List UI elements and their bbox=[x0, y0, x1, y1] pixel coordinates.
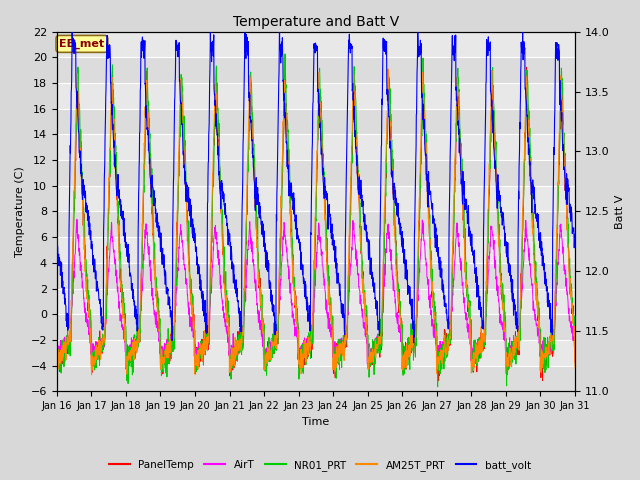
AirT bbox=[198, 346, 205, 351]
NR01_PRT bbox=[197, 346, 205, 351]
AirT bbox=[53, 354, 61, 360]
PanelTemp bbox=[53, 360, 61, 365]
batt_volt bbox=[526, 162, 534, 168]
PanelTemp bbox=[539, 378, 547, 384]
batt_volt bbox=[540, 261, 548, 266]
AirT bbox=[331, 344, 339, 349]
batt_volt bbox=[197, 286, 205, 291]
batt_volt bbox=[276, 21, 284, 27]
Bar bbox=[57, 134, 575, 160]
Line: AM25T_PRT: AM25T_PRT bbox=[57, 69, 575, 375]
AM25T_PRT bbox=[342, 331, 350, 336]
Bar bbox=[57, 288, 575, 314]
batt_volt bbox=[331, 251, 339, 257]
NR01_PRT bbox=[571, 327, 579, 333]
AM25T_PRT bbox=[467, 331, 474, 337]
NR01_PRT bbox=[53, 329, 61, 335]
Bar bbox=[57, 366, 575, 391]
PanelTemp bbox=[331, 346, 339, 351]
Bar bbox=[57, 32, 575, 57]
Line: PanelTemp: PanelTemp bbox=[57, 67, 575, 381]
AM25T_PRT bbox=[571, 365, 579, 371]
PanelTemp bbox=[571, 359, 579, 365]
Bar bbox=[57, 211, 575, 237]
Bar bbox=[57, 340, 575, 366]
AM25T_PRT bbox=[198, 352, 205, 358]
Title: Temperature and Batt V: Temperature and Batt V bbox=[233, 15, 399, 29]
Legend: PanelTemp, AirT, NR01_PRT, AM25T_PRT, batt_volt: PanelTemp, AirT, NR01_PRT, AM25T_PRT, ba… bbox=[105, 456, 535, 475]
AirT bbox=[571, 350, 579, 356]
Bar bbox=[57, 237, 575, 263]
NR01_PRT bbox=[434, 384, 442, 390]
NR01_PRT bbox=[342, 341, 350, 347]
Bar bbox=[57, 263, 575, 288]
NR01_PRT bbox=[540, 335, 548, 340]
batt_volt bbox=[467, 239, 474, 245]
AirT bbox=[467, 337, 474, 343]
NR01_PRT bbox=[281, 51, 289, 57]
NR01_PRT bbox=[526, 132, 534, 138]
Bar bbox=[57, 108, 575, 134]
AM25T_PRT bbox=[53, 359, 61, 364]
Bar bbox=[57, 57, 575, 83]
AirT bbox=[364, 361, 371, 367]
AM25T_PRT bbox=[384, 66, 392, 72]
X-axis label: Time: Time bbox=[302, 417, 330, 427]
AirT bbox=[73, 216, 81, 222]
Bar bbox=[57, 314, 575, 340]
Y-axis label: Temperature (C): Temperature (C) bbox=[15, 166, 25, 257]
PanelTemp bbox=[342, 336, 349, 342]
Bar bbox=[57, 186, 575, 211]
Y-axis label: Batt V: Batt V bbox=[615, 194, 625, 228]
NR01_PRT bbox=[331, 364, 339, 370]
PanelTemp bbox=[197, 344, 205, 350]
PanelTemp bbox=[467, 316, 474, 322]
Bar bbox=[57, 160, 575, 186]
Line: NR01_PRT: NR01_PRT bbox=[57, 54, 575, 387]
batt_volt bbox=[571, 231, 579, 237]
AM25T_PRT bbox=[540, 355, 548, 360]
Line: AirT: AirT bbox=[57, 219, 575, 364]
NR01_PRT bbox=[467, 320, 474, 325]
AirT bbox=[540, 344, 548, 350]
PanelTemp bbox=[525, 136, 533, 142]
Bar bbox=[57, 83, 575, 108]
AM25T_PRT bbox=[88, 372, 95, 378]
AM25T_PRT bbox=[526, 161, 534, 167]
Line: batt_volt: batt_volt bbox=[57, 24, 575, 343]
AirT bbox=[526, 261, 534, 266]
PanelTemp bbox=[540, 350, 548, 356]
batt_volt bbox=[53, 229, 61, 235]
batt_volt bbox=[410, 340, 417, 346]
batt_volt bbox=[342, 194, 350, 200]
Text: EE_met: EE_met bbox=[60, 39, 104, 49]
AM25T_PRT bbox=[331, 351, 339, 357]
AirT bbox=[342, 330, 350, 336]
PanelTemp bbox=[523, 64, 531, 70]
